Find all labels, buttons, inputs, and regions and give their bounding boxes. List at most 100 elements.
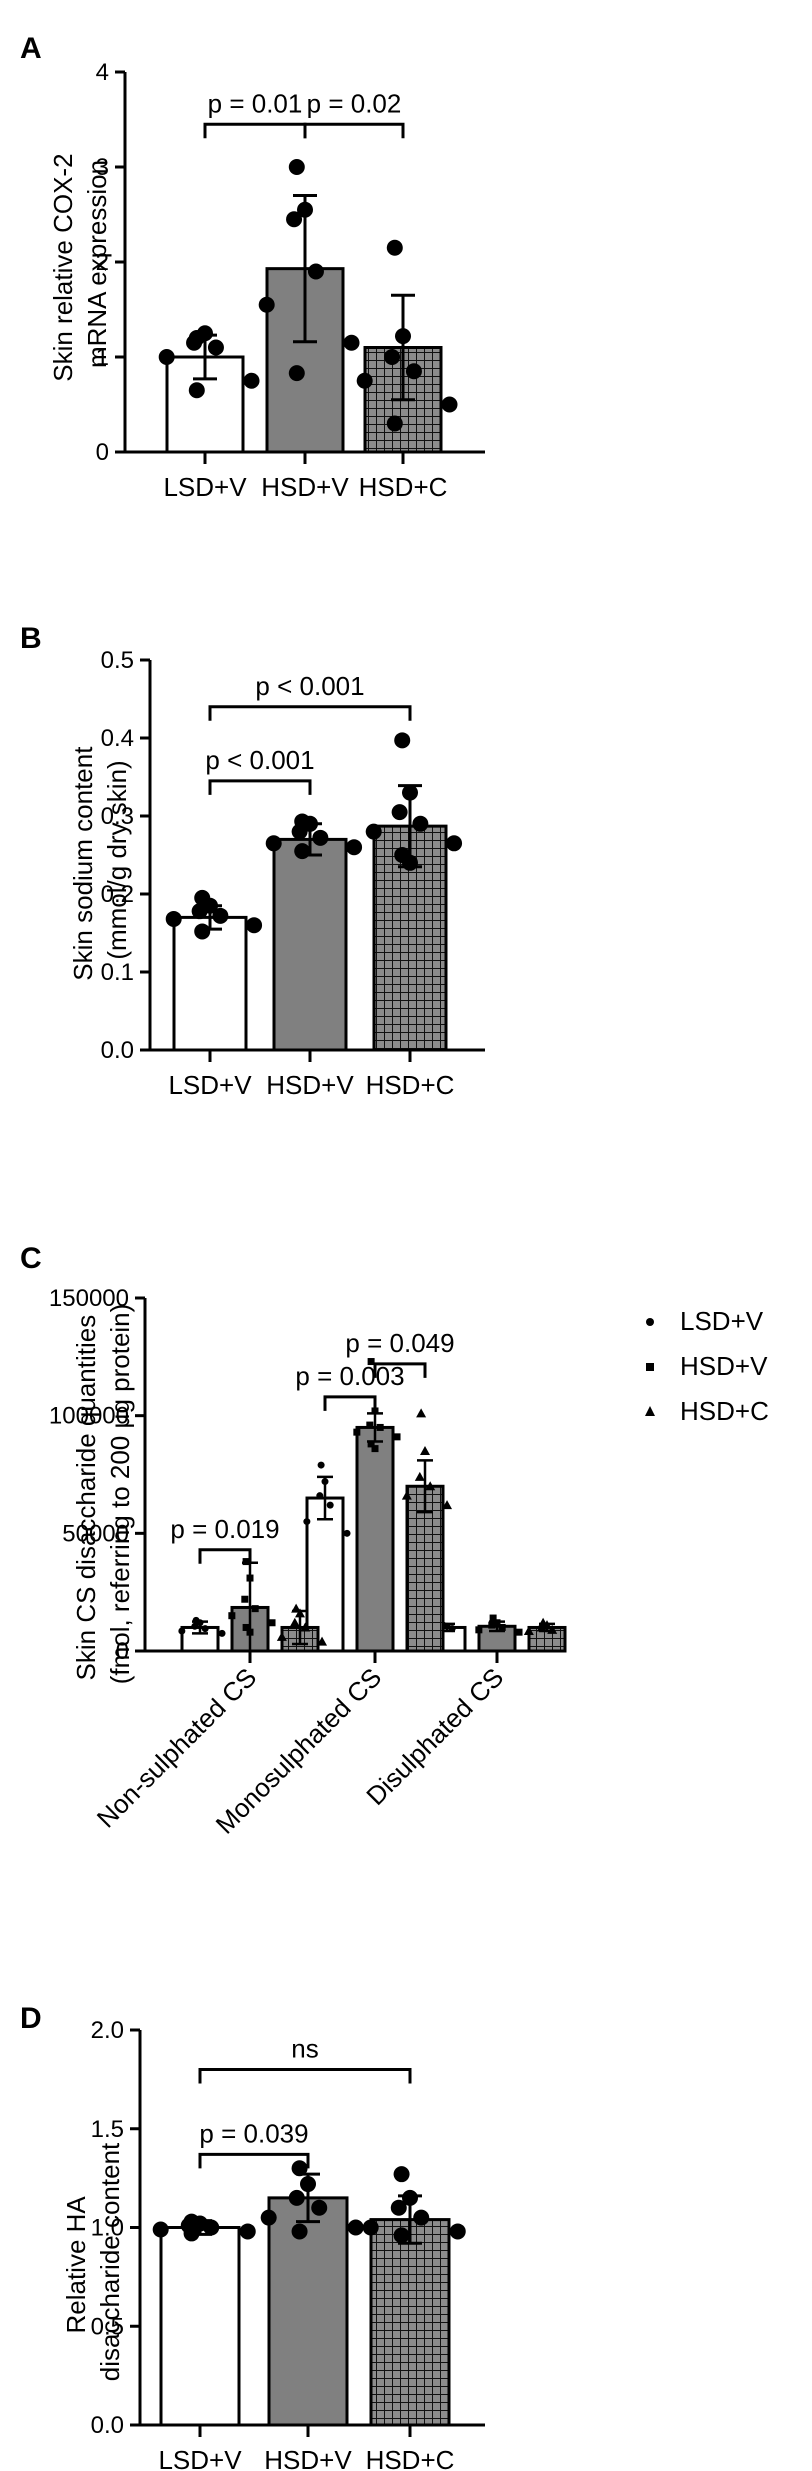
data-point-d (203, 2219, 220, 2236)
significance-label-b: p < 0.001 (205, 745, 314, 775)
chart-panel-b: B Skin sodium content (mmol/g dry skin) … (20, 622, 485, 1100)
data-point-c (523, 1625, 534, 1635)
data-point-b (265, 835, 282, 852)
data-point-b (194, 923, 211, 940)
legend-marker-square (646, 1363, 654, 1371)
y-tick-label-b: 0.0 (101, 1037, 134, 1064)
y-tick-label-c: 150000 (49, 1285, 129, 1312)
data-point-c (201, 1625, 209, 1633)
data-point-b (212, 907, 229, 924)
x-tick-label-d: HSD+V (264, 2445, 352, 2470)
y-axis-label-c: Skin CS disaccharide quantities (fmol, r… (71, 1304, 135, 1685)
data-point-c (414, 1471, 425, 1481)
significance-label-d: p = 0.039 (199, 2118, 308, 2148)
data-point-a (297, 201, 313, 218)
bar-a (165, 355, 245, 454)
data-point-c (289, 1617, 300, 1627)
data-point-d (393, 2166, 410, 2183)
x-tick-label-b: HSD+V (266, 1070, 354, 1100)
data-point-c (536, 1622, 547, 1632)
y-tick-label-b: 0.2 (101, 881, 134, 908)
data-point-c (442, 1500, 453, 1510)
y-tick-label-c: 0 (116, 1638, 129, 1665)
data-point-a (188, 382, 205, 399)
data-point-d (393, 2227, 410, 2244)
significance-label-c: p = 0.003 (295, 1361, 404, 1391)
y-tick-label-d: 1.5 (91, 2116, 124, 2143)
data-point-b (446, 835, 463, 852)
bar-b (272, 837, 348, 1052)
data-point-c (316, 1492, 324, 1500)
data-point-d (347, 2219, 364, 2236)
data-point-a (307, 263, 324, 280)
x-tick-label-a: HSD+V (261, 472, 349, 502)
data-point-a (405, 363, 422, 380)
data-point-a (286, 211, 303, 228)
data-point-c (475, 1626, 483, 1634)
data-point-b (365, 823, 382, 840)
data-point-c (416, 1408, 427, 1418)
data-point-d (390, 2199, 407, 2216)
y-axis-label-b: Skin sodium content (mmol/g dry skin) (68, 739, 132, 980)
data-point-c (488, 1621, 496, 1629)
y-tick-label-a: 1 (96, 344, 109, 371)
data-point-c (241, 1595, 249, 1603)
data-point-a (197, 325, 213, 342)
data-point-c (251, 1605, 259, 1613)
data-point-c (300, 1622, 311, 1632)
bar-a (265, 267, 345, 454)
data-point-b (412, 815, 429, 832)
significance-label-d: ns (291, 2034, 318, 2064)
data-point-c (268, 1619, 276, 1627)
bar-b (172, 915, 248, 1052)
data-point-b (394, 732, 411, 749)
x-tick-label-a: LSD+V (163, 472, 247, 502)
data-point-b (246, 917, 263, 934)
error-bar-a (293, 194, 317, 344)
data-point-a (288, 365, 305, 382)
y-tick-label-a: 3 (96, 154, 109, 181)
significance-label-a: p = 0.01 (208, 88, 303, 118)
data-point-c (376, 1423, 384, 1431)
bar-c (305, 1496, 345, 1653)
significance-bracket-b (208, 779, 312, 795)
error-bar-a (391, 293, 415, 402)
data-point-b (294, 843, 311, 860)
data-point-d (291, 2223, 308, 2240)
panel-label-d: D (20, 2002, 42, 2035)
data-point-b (402, 854, 418, 871)
chart-panel-d: D Relative HA disaccharide content 0.0 0.… (20, 2002, 485, 2470)
significance-bracket-a (303, 122, 405, 139)
data-point-a (158, 349, 175, 365)
error-bar-c (417, 1459, 433, 1514)
x-tick-label-a: HSD+C (359, 472, 448, 502)
y-tick-label-c: 100000 (49, 1403, 129, 1430)
data-point-c (498, 1623, 506, 1631)
data-point-a (258, 296, 275, 313)
significance-bracket-c (323, 1395, 377, 1411)
data-point-c (326, 1501, 334, 1509)
data-point-a (441, 396, 458, 413)
data-point-c (303, 1518, 311, 1526)
y-tick-label-d: 1.0 (91, 2215, 124, 2242)
data-point-d (449, 2223, 466, 2240)
y-tick-label-d: 0.0 (91, 2412, 124, 2439)
data-point-c (448, 1625, 456, 1633)
data-point-c (295, 1608, 305, 1618)
data-point-c (246, 1574, 254, 1582)
data-point-c (547, 1624, 558, 1634)
data-point-c (393, 1433, 401, 1441)
legend-label: LSD+V (680, 1306, 764, 1336)
data-point-a (243, 372, 260, 389)
data-point-c (371, 1407, 379, 1415)
data-point-c (178, 1627, 186, 1635)
data-point-c (291, 1603, 302, 1613)
data-point-c (493, 1619, 501, 1627)
significance-bracket-c (373, 1362, 427, 1378)
y-tick-label-a: 2 (96, 249, 109, 276)
data-point-c (191, 1622, 199, 1630)
data-point-d (183, 2225, 200, 2242)
data-point-d (291, 2160, 308, 2177)
data-point-c (353, 1428, 361, 1436)
significance-bracket-d (198, 2152, 310, 2169)
